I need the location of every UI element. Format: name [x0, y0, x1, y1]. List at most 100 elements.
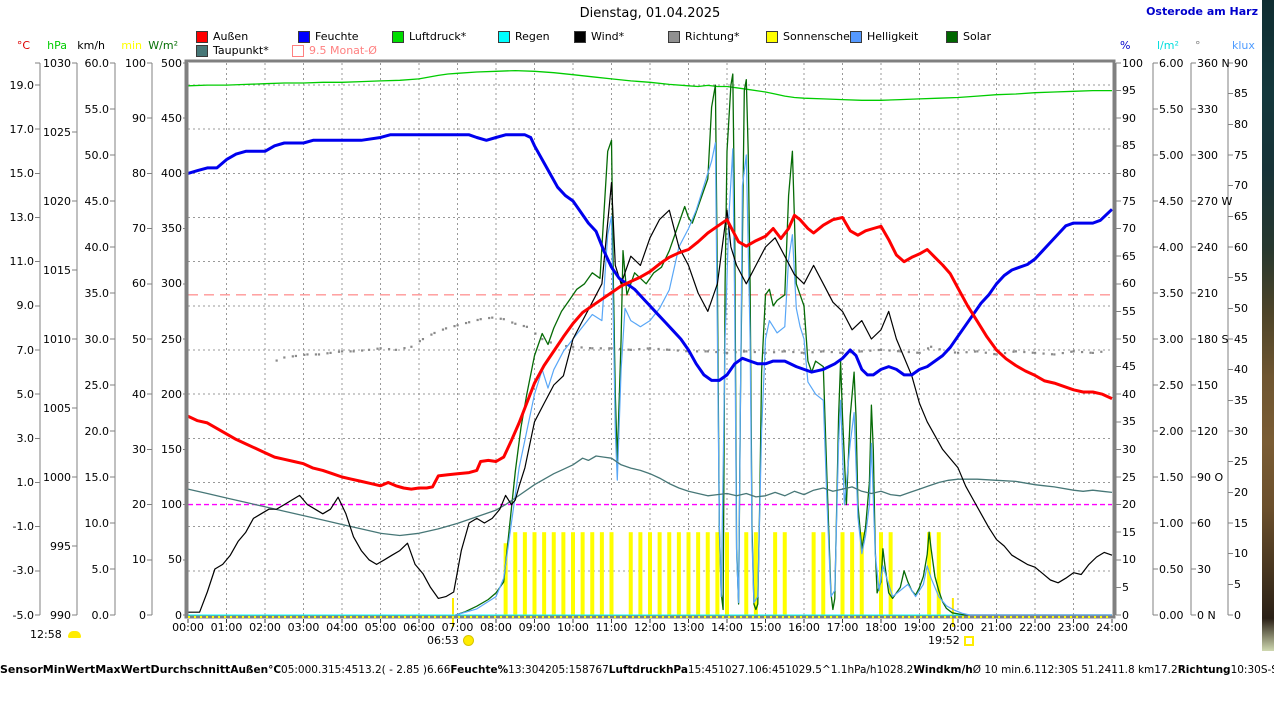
- tick-hpa: 1020: [43, 194, 71, 208]
- tick-temp: 13.0: [9, 211, 35, 224]
- table-cell-richtung: S-SO: [1260, 664, 1274, 676]
- wind-direction-dot: [618, 347, 622, 351]
- solar-swatch: [946, 30, 958, 43]
- tick-deg: 150: [1197, 378, 1218, 392]
- wind-direction-dot: [464, 321, 468, 325]
- wind-direction-dot: [811, 351, 814, 354]
- wind-direction-dot: [764, 351, 767, 354]
- sunshine-bar: [590, 532, 595, 615]
- legend-item-regen: Regen: [498, 30, 550, 43]
- moon-icon: [67, 631, 81, 638]
- table-cell-luftdruck: Luftdruck: [608, 664, 666, 676]
- wind-direction-dot: [918, 351, 921, 354]
- tick-wm2: 450: [161, 111, 182, 125]
- sunshine-bar: [821, 532, 826, 615]
- tick-kmh: 50.0: [84, 148, 110, 162]
- tick-pct: 55: [1122, 304, 1136, 318]
- wind-direction-dot: [726, 351, 729, 354]
- wind-direction-dot: [1070, 350, 1073, 353]
- wind-direction-dot: [294, 354, 297, 358]
- wind-direction-dot: [376, 347, 379, 350]
- wind-direction-dot: [1034, 351, 1037, 354]
- tick-hpa: 1010: [43, 332, 71, 346]
- wind-direction-dot: [973, 350, 977, 353]
- tick-pct: 100: [1122, 56, 1143, 70]
- time-label: 14:00: [711, 621, 743, 634]
- sunshine-bar: [638, 532, 643, 615]
- table-cell-feuchte: Feuchte: [450, 664, 498, 676]
- tick-lm2: 2.50: [1159, 378, 1184, 392]
- wind-direction-dot: [522, 324, 525, 328]
- wind-direction-dot: [329, 351, 332, 354]
- time-label: 23:00: [1057, 621, 1090, 634]
- legend-item-wind: Wind*: [574, 30, 624, 43]
- wind-direction-dot: [418, 340, 421, 343]
- wind-direction-dot: [394, 348, 398, 351]
- sunshine-bar: [888, 532, 893, 615]
- tick-hpa: 1000: [43, 470, 71, 484]
- wind-direction-dot: [491, 316, 494, 319]
- tick-minu: 70: [132, 222, 146, 236]
- wind-direction-dot: [476, 318, 479, 322]
- wind-direction-dot: [367, 348, 371, 351]
- table-cell-wind: Wind: [913, 664, 944, 676]
- sunshine-bar: [532, 532, 537, 615]
- tick-pct: 10: [1122, 553, 1136, 567]
- wind-direction-dot: [341, 350, 344, 353]
- wind-direction-dot: [1053, 353, 1056, 356]
- tick-pct: 70: [1122, 222, 1136, 236]
- table-cell-aussen: 15:45: [328, 664, 359, 676]
- wind-direction-dot: [514, 322, 517, 325]
- sunshine-bar: [657, 532, 662, 615]
- tick-minu: 60: [132, 277, 146, 291]
- wind-direction-dot: [361, 349, 364, 352]
- wind-direction-dot: [830, 350, 833, 354]
- wind-direction-dot: [880, 348, 883, 351]
- sunshine-bar: [542, 532, 547, 615]
- tick-kmh: 35.0: [84, 286, 110, 300]
- legend-item-luftdruck: Luftdruck*: [392, 30, 466, 43]
- wind-direction-dot: [591, 347, 594, 350]
- legend-item-helligkeit: Helligkeit: [850, 30, 918, 43]
- table-cell-luftdruck: 1027.1: [718, 664, 755, 676]
- tick-wm2: 500: [161, 56, 182, 70]
- tick-minu: 50: [132, 332, 146, 346]
- time-label: 20:00: [942, 621, 974, 634]
- tick-lm2: 1.50: [1159, 470, 1184, 484]
- legend-label: Solar: [963, 30, 992, 43]
- sunshine-bar: [628, 532, 633, 615]
- sunshine-bar: [599, 532, 604, 615]
- wind-direction-dot: [610, 347, 613, 350]
- tick-lm2: 1.00: [1159, 516, 1184, 530]
- axis-unit-temp: °C: [16, 39, 30, 52]
- wind-direction-dot: [930, 345, 933, 348]
- tick-klux: 30: [1234, 424, 1248, 438]
- time-label: 17:00: [826, 621, 859, 634]
- axis-unit-minu: min: [121, 39, 142, 52]
- time-label: 00:00: [172, 621, 204, 634]
- axis-unit-lm2: l/m²: [1157, 39, 1179, 52]
- tick-wm2: 400: [161, 166, 182, 180]
- wind-direction-dot: [665, 348, 669, 351]
- legend-label: Regen: [515, 30, 550, 43]
- table-cell-luftdruck: hPa: [665, 664, 688, 676]
- wind-direction-dot: [822, 350, 825, 353]
- tick-temp: 1.0: [16, 476, 35, 489]
- tick-pct: 35: [1122, 415, 1136, 429]
- tick-kmh: 5.0: [91, 562, 110, 576]
- wind-direction-dot: [588, 347, 592, 350]
- wind-direction-dot: [421, 338, 425, 341]
- wind-direction-dot: [792, 350, 795, 354]
- wind-direction-dot: [706, 350, 709, 353]
- wind-direction-dot: [745, 350, 748, 353]
- wind-direction-dot: [444, 327, 448, 330]
- tick-temp: -5.0: [12, 608, 34, 622]
- tick-lm2: 3.50: [1159, 286, 1184, 300]
- wind-direction-dot: [580, 346, 583, 349]
- legend-label: 9.5 Monat-Ø: [309, 44, 377, 57]
- legend-item-sonnenschein: Sonnenschein: [766, 30, 860, 43]
- wind-direction-dot: [772, 351, 776, 354]
- legend-label: Taupunkt*: [213, 44, 269, 57]
- wind-direction-dot: [337, 350, 341, 353]
- axis-unit-deg: °: [1195, 39, 1201, 52]
